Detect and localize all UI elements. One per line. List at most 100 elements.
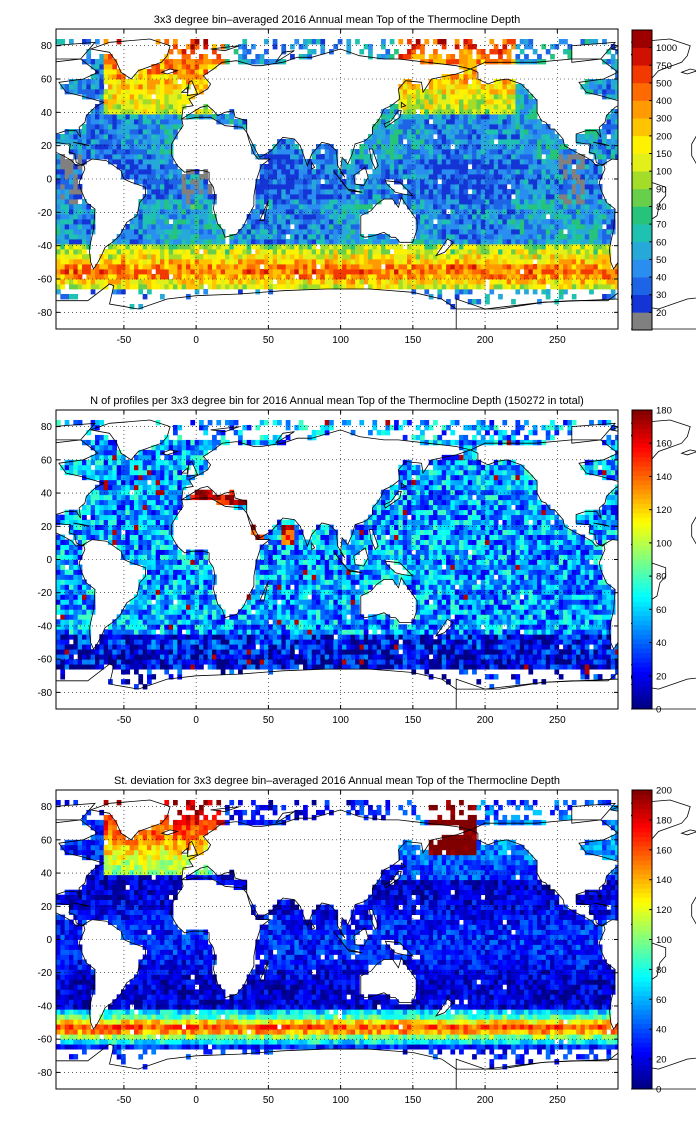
data-cell [524, 224, 529, 230]
data-cell [472, 204, 477, 210]
data-cell [480, 254, 486, 260]
data-cell [259, 219, 265, 225]
data-cell [285, 229, 291, 235]
data-cell [350, 234, 356, 240]
data-cell [463, 279, 469, 285]
data-cell [324, 154, 330, 160]
data-cell [584, 674, 590, 680]
data-cell [320, 189, 326, 195]
data-cell [589, 164, 594, 170]
data-cell [441, 674, 447, 680]
data-cell [502, 654, 508, 660]
data-cell [554, 219, 560, 225]
data-cell [112, 284, 118, 290]
data-cell [398, 124, 404, 130]
data-cell [554, 159, 560, 165]
data-cell [402, 259, 408, 265]
data-cell [363, 154, 369, 160]
data-cell [160, 74, 165, 80]
data-cell [160, 269, 165, 275]
data-cell [498, 94, 503, 100]
data-cell [216, 279, 222, 285]
data-cell [116, 69, 122, 75]
data-cell [519, 279, 525, 285]
data-cell [476, 249, 482, 255]
data-cell [173, 64, 178, 70]
data-cell [433, 664, 438, 670]
data-cell [277, 659, 282, 665]
data-cell [441, 109, 447, 115]
data-cell [402, 134, 408, 140]
data-cell [515, 654, 521, 660]
data-cell [90, 109, 96, 115]
data-cell [316, 274, 321, 280]
data-cell [454, 664, 460, 670]
data-cell [350, 199, 356, 205]
data-cell [294, 194, 300, 200]
data-cell [255, 199, 261, 205]
data-cell [277, 284, 282, 290]
coastline [571, 41, 617, 63]
data-cell [155, 249, 161, 255]
data-cell [480, 49, 486, 55]
data-cell [519, 249, 525, 255]
data-cell [186, 284, 191, 290]
data-cell [597, 214, 603, 220]
data-cell [103, 139, 109, 145]
data-cell [571, 149, 577, 155]
data-cell [446, 164, 451, 170]
data-cell [498, 109, 503, 115]
data-cell [324, 194, 330, 200]
data-cell [164, 264, 170, 270]
data-cell [415, 249, 421, 255]
data-cell [493, 274, 499, 280]
data-cell [472, 144, 477, 150]
data-cell [476, 149, 482, 155]
data-cell [537, 659, 542, 665]
data-cell [489, 174, 495, 180]
data-cell [441, 239, 447, 245]
data-cell [558, 284, 564, 290]
data-cell [415, 259, 421, 265]
data-cell [589, 239, 594, 245]
data-cell [281, 254, 287, 260]
data-cell [363, 269, 369, 275]
data-cell [415, 659, 421, 665]
data-cell [385, 154, 391, 160]
data-cell [168, 74, 174, 80]
data-cell [506, 209, 512, 215]
coastline [311, 160, 316, 170]
data-cell [424, 254, 430, 260]
data-cell [259, 654, 265, 660]
data-cell [376, 254, 382, 260]
data-cell [359, 199, 365, 205]
data-cell [515, 199, 521, 205]
data-cell [303, 184, 308, 190]
data-cell [147, 224, 152, 230]
data-cell [402, 114, 408, 120]
data-cell [506, 654, 512, 660]
data-cell [385, 54, 391, 60]
data-cell [342, 239, 347, 245]
data-cell [238, 54, 243, 60]
data-cell [259, 249, 265, 255]
data-cell [441, 274, 447, 280]
data-cell [424, 94, 430, 100]
data-cell [142, 174, 148, 180]
data-cell [121, 264, 126, 270]
data-cell [506, 159, 512, 165]
data-cell [472, 124, 477, 130]
data-cell [225, 114, 230, 120]
data-cell [563, 209, 568, 215]
data-cell [177, 174, 183, 180]
data-cell [368, 284, 373, 290]
data-cell [142, 149, 148, 155]
data-cell [485, 134, 490, 140]
data-cell [450, 279, 456, 285]
data-cell [472, 234, 477, 240]
data-cell [333, 184, 339, 190]
data-cell [541, 194, 547, 200]
data-cell [502, 229, 508, 235]
data-cell [268, 279, 274, 285]
data-cell [86, 269, 92, 275]
